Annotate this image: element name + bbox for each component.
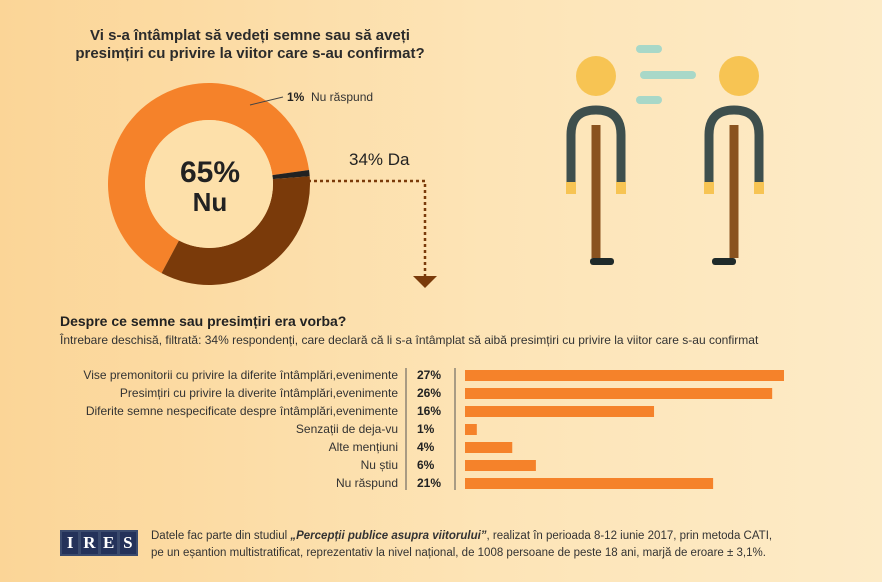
bar-4 xyxy=(465,442,513,453)
bar-5 xyxy=(465,460,536,471)
nr-leader-line xyxy=(249,96,284,106)
person-right-body xyxy=(704,105,764,191)
speech-line-3 xyxy=(636,96,662,104)
bar-category-label: Senzații de deja-vu xyxy=(295,422,398,436)
donut-slice-nu xyxy=(108,83,310,274)
person-right-head xyxy=(719,56,759,96)
da-arrow-line xyxy=(308,179,427,276)
bar-1 xyxy=(465,388,773,399)
bar-value-label: 1% xyxy=(417,422,435,436)
donut-center-label: Nu xyxy=(192,187,228,217)
bar-category-label: Diferite semne nespecificate despre întâ… xyxy=(85,404,398,418)
person-right-figure xyxy=(704,56,764,265)
donut-question-title: Vi s-a întâmplat să vedeți semne sau să … xyxy=(75,27,425,62)
bar-value-label: 26% xyxy=(417,386,442,400)
bar-6 xyxy=(465,478,714,489)
bar-0 xyxy=(465,370,784,381)
person-left-head xyxy=(576,56,616,96)
nr-label: Nu răspund xyxy=(311,90,374,104)
person-left-figure xyxy=(566,56,626,265)
bar-category-label: Nu răspund xyxy=(335,476,398,490)
bar-category-label: Nu știu xyxy=(360,458,398,472)
da-label: 34% Da xyxy=(349,150,410,169)
illustration xyxy=(566,45,764,265)
donut-slice-da xyxy=(161,176,310,285)
person-left-body xyxy=(566,105,626,191)
speech-line-2 xyxy=(640,71,696,79)
bar-chart-subtitle: Întrebare deschisă, filtrată: 34% respon… xyxy=(60,333,759,347)
bar-category-label: Alte mențiuni xyxy=(328,440,398,454)
bar-2 xyxy=(465,406,655,417)
donut-slice-nr xyxy=(272,169,310,180)
donut-center-percent: 65% xyxy=(179,156,241,189)
speech-lines xyxy=(636,45,696,104)
donut-hole xyxy=(145,120,273,248)
bar-value-label: 21% xyxy=(417,476,442,490)
bar-category-label: Vise premonitorii cu privire la diferite… xyxy=(83,368,398,382)
bar-value-label: 16% xyxy=(417,404,442,418)
bar-category-label: Presimțiri cu privire la diverite întâmp… xyxy=(119,386,398,400)
bar-value-label: 27% xyxy=(417,368,442,382)
bar-3 xyxy=(465,424,477,435)
nr-percent: 1% xyxy=(287,90,305,104)
da-arrow-head xyxy=(413,276,437,288)
footer-note: Datele fac parte din studiul „Percepții … xyxy=(151,530,773,559)
bar-chart-title: Despre ce semne sau presimțiri era vorba… xyxy=(60,313,347,329)
bar-value-label: 6% xyxy=(417,458,435,472)
speech-line-1 xyxy=(636,45,662,53)
bar-value-label: 4% xyxy=(417,440,435,454)
